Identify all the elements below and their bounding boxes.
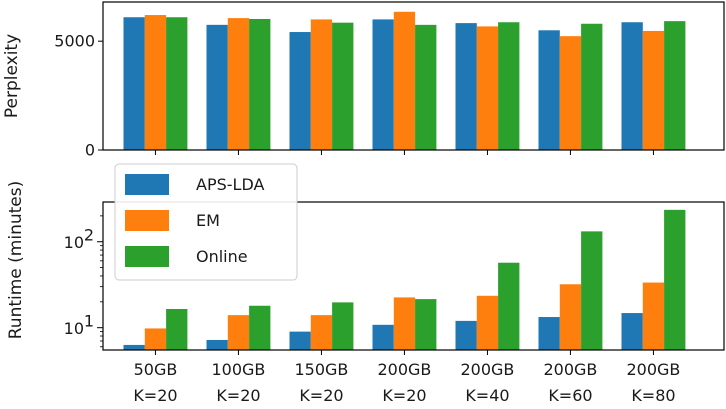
perplexity-bar-em-5: [559, 36, 582, 150]
legend-label-online: Online: [196, 247, 248, 266]
perplexity-bar-aps-lda-6: [621, 22, 643, 151]
perplexity-bar-aps-lda-3: [372, 19, 394, 150]
perplexity-y-axis-label: Perplexity: [2, 34, 22, 118]
runtime-bar-aps-lda-0: [123, 344, 145, 350]
legend-swatch-online: [125, 246, 169, 267]
runtime-y-tick-exponent: 1: [84, 312, 94, 331]
legend-label-aps-lda: APS-LDA: [196, 175, 264, 194]
runtime-bar-online-3: [415, 299, 437, 350]
perplexity-bar-online-4: [498, 22, 520, 151]
x-tick-label-k: K=60: [548, 386, 592, 405]
x-tick-label-size: 200GB: [460, 360, 514, 379]
runtime-bar-online-4: [498, 262, 520, 350]
runtime-bar-online-1: [249, 305, 271, 350]
perplexity-bar-online-3: [415, 24, 437, 151]
runtime-axes-frame: [102, 201, 725, 351]
runtime-bar-em-0: [144, 328, 167, 350]
perplexity-bar-em-2: [310, 19, 333, 150]
perplexity-bar-em-0: [144, 15, 167, 151]
runtime-bar-aps-lda-1: [206, 339, 228, 350]
runtime-bar-em-1: [227, 315, 250, 350]
x-tick-label-k: K=20: [382, 386, 426, 405]
perplexity-bar-aps-lda-5: [538, 30, 560, 150]
runtime-bar-aps-lda-4: [455, 320, 477, 350]
runtime-y-tick-label: 10: [64, 319, 84, 338]
legend: APS-LDA EM Online: [114, 163, 298, 281]
perplexity-bar-em-4: [476, 26, 499, 151]
runtime-bar-online-0: [166, 308, 188, 350]
runtime-bar-em-3: [393, 297, 416, 350]
legend-swatch-em: [125, 210, 169, 231]
x-tick-label-size: 50GB: [134, 360, 178, 379]
perplexity-axes-frame: [102, 1, 725, 151]
runtime-bar-online-5: [581, 231, 603, 350]
perplexity-bar-online-6: [664, 21, 686, 151]
perplexity-bar-em-3: [393, 11, 416, 151]
runtime-bar-online-6: [664, 209, 686, 350]
runtime-bar-em-6: [642, 282, 665, 350]
x-axis-category-labels: 50GB K=20 100GB K=20 150GB K=20 200GB K=20 200GB…: [133, 350, 680, 405]
perplexity-bar-aps-lda-2: [289, 32, 311, 150]
perplexity-y-tick-label: 0: [85, 141, 95, 160]
runtime-y-tick-exponent: 2: [84, 226, 94, 245]
perplexity-bar-online-5: [581, 23, 603, 150]
x-tick-label-k: K=80: [631, 386, 675, 405]
x-tick-label-k: K=20: [133, 386, 177, 405]
perplexity-panel: 0 5000 Perplexity: [2, 1, 725, 160]
legend-label-em: EM: [196, 211, 220, 230]
runtime-bars: [123, 209, 686, 350]
runtime-y-axis-label: Runtime (minutes): [6, 181, 26, 340]
perplexity-bar-online-2: [332, 22, 354, 150]
runtime-bar-em-4: [476, 295, 499, 350]
perplexity-bar-em-6: [642, 30, 665, 151]
x-tick-label-k: K=20: [299, 386, 343, 405]
perplexity-bars: [123, 11, 686, 151]
perplexity-bar-aps-lda-0: [123, 17, 145, 150]
runtime-bar-em-5: [559, 284, 582, 350]
runtime-bar-online-2: [332, 302, 354, 350]
runtime-bar-aps-lda-6: [621, 313, 643, 350]
x-tick-label-size: 100GB: [211, 360, 265, 379]
x-tick-label-size: 200GB: [543, 360, 597, 379]
runtime-bar-aps-lda-5: [538, 317, 560, 350]
perplexity-bar-online-0: [166, 17, 188, 150]
x-tick-label-size: 200GB: [377, 360, 431, 379]
runtime-bar-aps-lda-3: [372, 324, 394, 350]
x-tick-label-k: K=20: [216, 386, 260, 405]
runtime-bar-em-2: [310, 315, 333, 350]
x-tick-label-k: K=40: [465, 386, 509, 405]
x-tick-label-size: 200GB: [626, 360, 680, 379]
perplexity-bar-aps-lda-1: [206, 24, 228, 151]
perplexity-y-ticks: 0 5000: [54, 32, 654, 160]
perplexity-y-tick-label: 5000: [54, 32, 95, 51]
perplexity-bar-aps-lda-4: [455, 23, 477, 150]
legend-swatch-aps-lda: [125, 174, 169, 195]
runtime-y-tick-label: 10: [64, 233, 84, 252]
x-tick-label-size: 150GB: [294, 360, 348, 379]
runtime-bar-aps-lda-2: [289, 331, 311, 350]
perplexity-bar-em-1: [227, 18, 250, 150]
perplexity-bar-online-1: [249, 18, 271, 151]
